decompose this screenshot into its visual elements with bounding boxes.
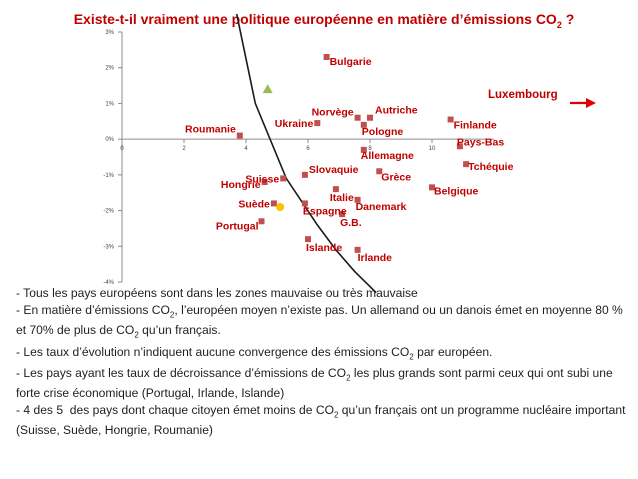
notes-block: - Tous les pays européens sont dans les …: [16, 286, 626, 440]
y-tick-label: 3%: [105, 30, 114, 36]
note-text: - 4 des 5 des pays dont chaque citoyen é…: [16, 403, 334, 418]
point-g-b: [339, 211, 346, 218]
x-tick-label: 10: [429, 146, 436, 152]
point-pologne: [360, 121, 367, 128]
label-suisse: Suisse: [245, 173, 279, 185]
note-text: - Tous les pays européens sont dans les …: [16, 286, 418, 300]
x-tick-label: 4: [244, 146, 248, 152]
label-pologne: Pologne: [362, 126, 404, 138]
title-subscript: 2: [556, 19, 562, 30]
point-slovaquie: [301, 171, 308, 178]
point-suede: [270, 200, 277, 207]
y-tick-label: 0%: [105, 137, 114, 143]
scatter-chart: 3% 2% 1% 0% -1% -2% -3% -4% 0 2 4 6 8 10 Bulgarie Autr…: [103, 13, 596, 294]
note-text: , l’européen moyen n’existe pas. Un alle…: [16, 303, 627, 338]
point-european-average: [262, 84, 273, 94]
note-text: - En matière d’émissions CO: [16, 303, 170, 318]
y-tick-label: 2%: [105, 66, 114, 72]
note-text: les plus grands sont parmi ceux qui ont …: [16, 366, 617, 401]
label-allemagne: Allemagne: [361, 150, 414, 162]
point-france: [276, 203, 285, 211]
label-hongrie: Hongrie: [221, 179, 261, 191]
y-tick-label: -4%: [103, 280, 114, 286]
point-hongrie: [261, 179, 268, 185]
note-subscript: 2: [346, 373, 351, 383]
label-autriche: Autriche: [375, 105, 418, 117]
label-slovaquie: Slovaquie: [309, 164, 359, 176]
x-tick-label: 8: [368, 146, 372, 152]
label-belgique: Belgique: [434, 185, 478, 197]
point-belgique: [429, 184, 435, 191]
x-tick-label: 2: [182, 146, 186, 152]
label-irlande: Irlande: [358, 252, 393, 264]
note-subscript: 2: [409, 352, 414, 361]
y-tick-label: -2%: [103, 209, 114, 215]
label-ukraine: Ukraine: [275, 118, 314, 130]
label-italie: Italie: [330, 192, 354, 204]
label-finlande: Finlande: [454, 120, 497, 132]
label-pays-bas: Pays-Bas: [457, 136, 504, 148]
point-suisse: [280, 175, 287, 182]
point-italie: [332, 186, 339, 193]
note-text: qu’un français ont un programme nucléair…: [16, 403, 629, 438]
point-irlande: [354, 246, 361, 253]
point-islande: [305, 236, 311, 243]
annotation-label-luxembourg: Luxembourg: [488, 89, 558, 101]
y-tick-label: 1%: [105, 101, 114, 107]
label-bulgarie: Bulgarie: [330, 56, 372, 68]
note-line: - 4 des 5 des pays dont chaque citoyen é…: [16, 403, 626, 439]
label-roumanie: Roumanie: [185, 124, 236, 136]
threshold-curve: [235, 13, 377, 294]
point-allemagne: [360, 146, 367, 153]
note-text: - Les pays ayant les taux de décroissanc…: [16, 366, 347, 381]
slide-title: Existe-t-il vraiment une politique europ…: [14, 8, 634, 30]
x-tick-label: 6: [306, 146, 310, 152]
point-bulgarie: [323, 54, 330, 60]
label-suede: Suède: [238, 198, 270, 210]
title-suffix: ?: [561, 11, 575, 27]
note-text: - Les taux d’évolution n’indiquent aucun…: [16, 344, 410, 359]
label-portugal: Portugal: [216, 220, 259, 232]
note-line: - Les taux d’évolution n’indiquent aucun…: [16, 345, 626, 365]
point-danemark: [354, 196, 361, 203]
note-line: - En matière d’émissions CO2, l’européen…: [16, 303, 626, 343]
note-line: - Tous les pays européens sont dans les …: [16, 286, 626, 302]
note-line: - Les pays ayant les taux de décroissanc…: [16, 366, 626, 402]
label-tchequie: Tchéquie: [468, 161, 513, 173]
point-tchequie: [463, 161, 470, 168]
point-pays-bas: [456, 143, 463, 150]
note-subscript: 2: [169, 310, 175, 320]
point-grece: [376, 168, 383, 175]
point-norvege: [354, 114, 361, 121]
point-ukraine: [314, 120, 321, 127]
y-tick-label: -3%: [103, 244, 114, 250]
label-g-b: G.B.: [340, 217, 362, 229]
label-danemark: Danemark: [356, 201, 407, 213]
label-islande: Islande: [306, 242, 342, 254]
label-espagne: Espagne: [303, 205, 347, 217]
y-tick-label: -1%: [103, 173, 114, 179]
point-autriche: [367, 114, 373, 121]
point-portugal: [258, 218, 265, 225]
point-espagne: [301, 200, 308, 207]
note-text: par européen.: [413, 344, 493, 359]
x-tick-label: 0: [120, 146, 124, 152]
label-norvege: Norvège: [312, 107, 354, 119]
title-prefix: Existe-t-il vraiment une politique europ…: [73, 11, 557, 27]
label-grece: Grèce: [381, 171, 411, 183]
note-subscript: 2: [333, 410, 339, 420]
note-text: qu’un français.: [138, 323, 221, 338]
point-finlande: [447, 116, 454, 123]
note-subscript: 2: [134, 330, 139, 340]
point-roumanie: [236, 132, 243, 139]
